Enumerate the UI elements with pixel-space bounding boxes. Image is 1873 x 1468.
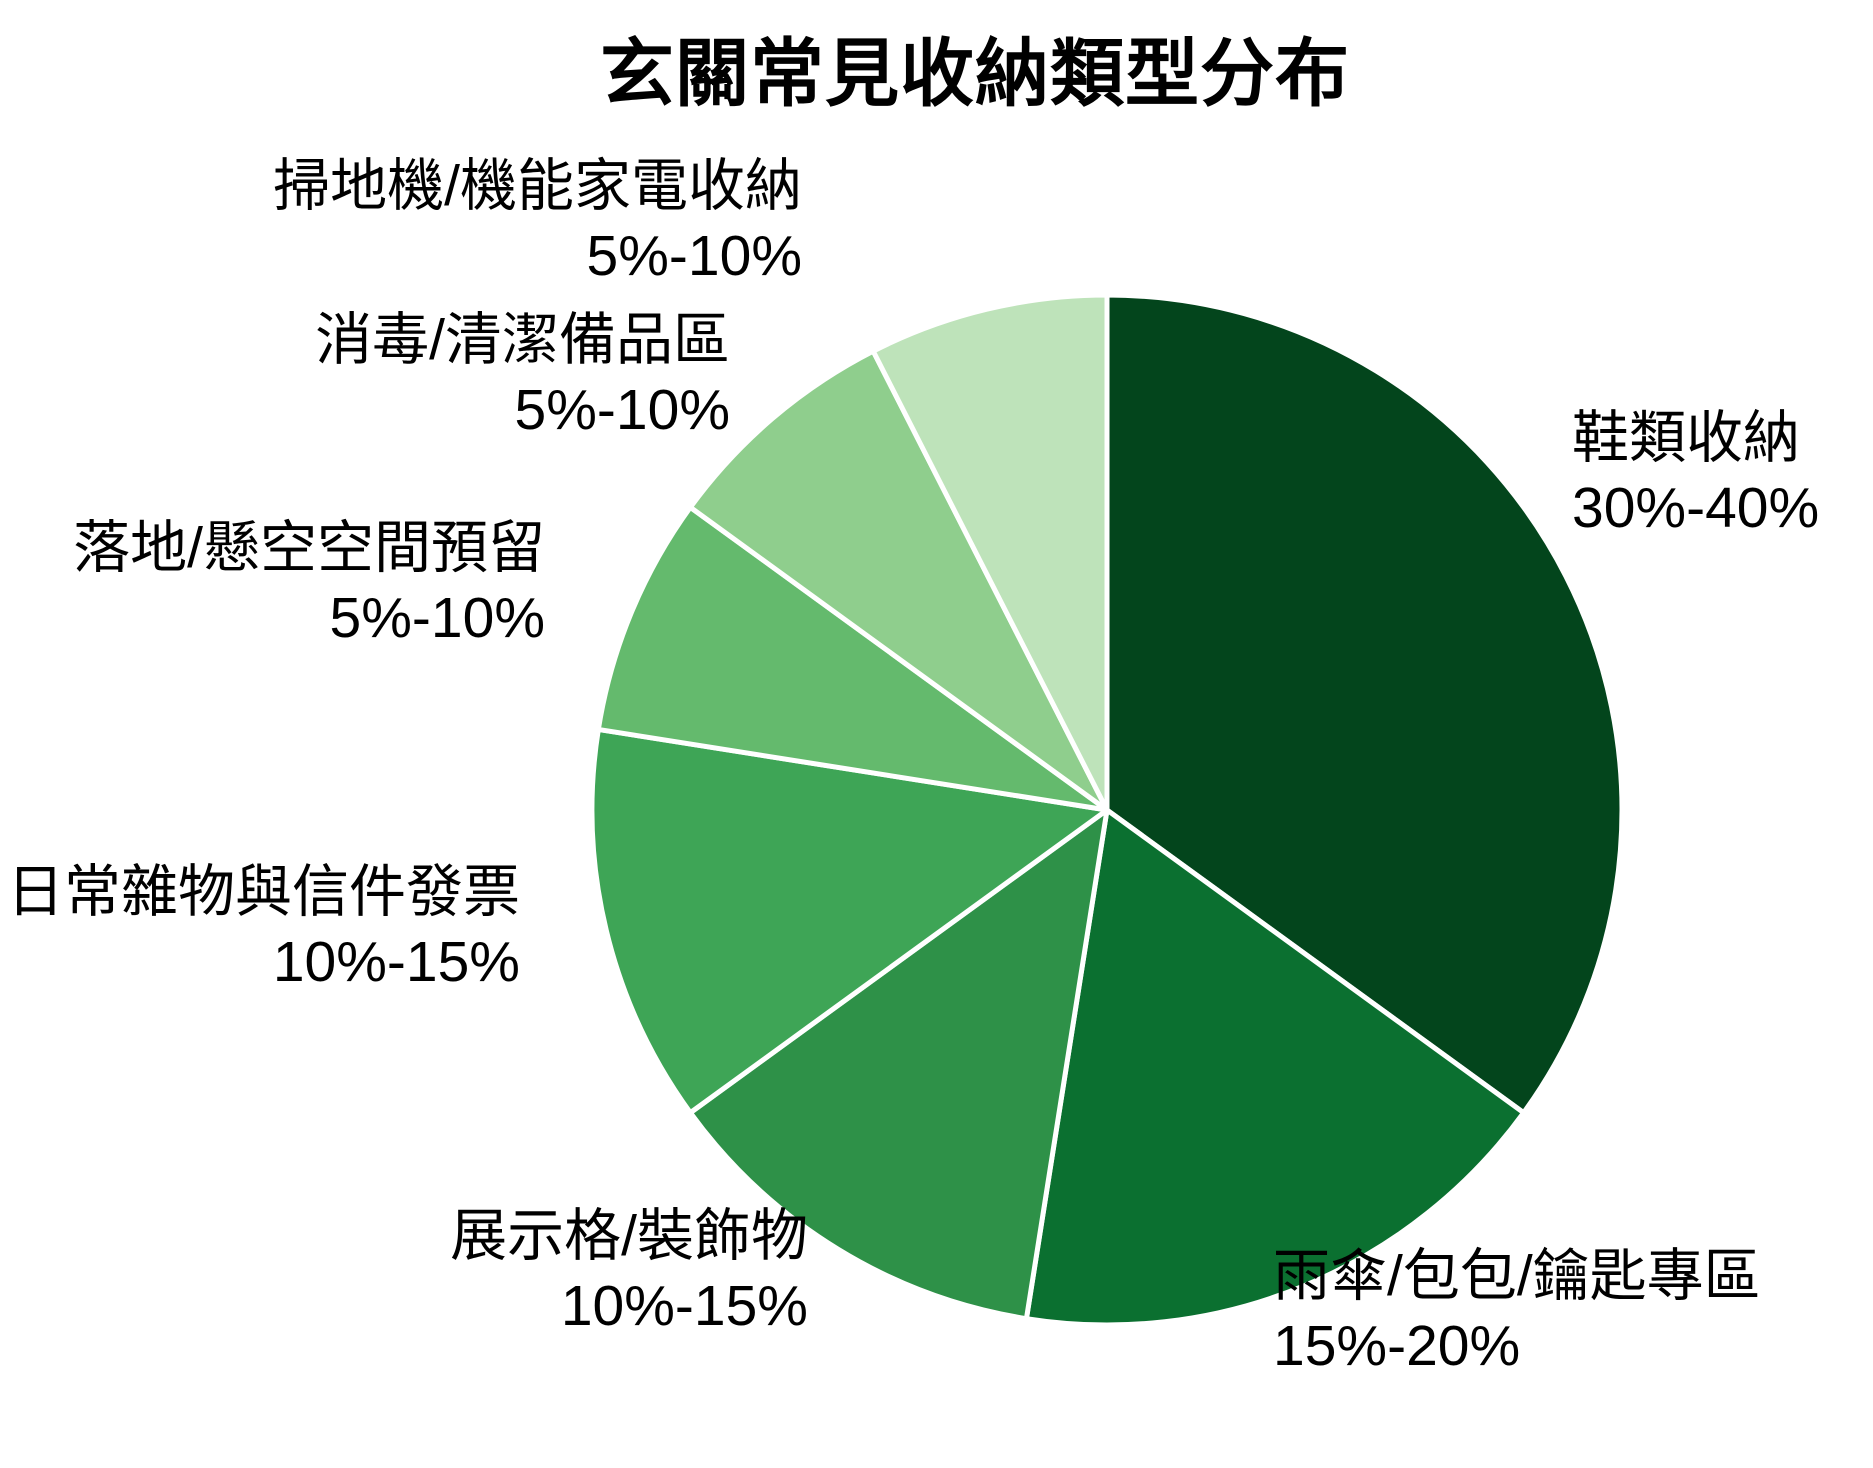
slice-label-7: 掃地機/機能家電收納 5%-10% <box>273 152 802 291</box>
slice-label-text: 展示格/裝飾物 <box>450 1204 808 1268</box>
slice-label-range: 15%-20% <box>1273 1313 1521 1378</box>
slice-label-5: 落地/懸空空間預留 5%-10% <box>73 514 545 653</box>
slice-label-text: 鞋類收納 <box>1572 406 1800 470</box>
pie-slice-2 <box>1023 807 1527 1328</box>
pie-slice-5 <box>595 504 1110 813</box>
pie-slice-1 <box>1104 292 1625 1116</box>
slice-label-text: 消毒/清潔備品區 <box>315 308 730 372</box>
slice-label-range: 5%-10% <box>329 585 545 650</box>
slice-label-range: 30%-40% <box>1572 475 1820 540</box>
slice-label-range: 10%-15% <box>272 929 520 994</box>
pie-slice-3 <box>687 807 1110 1322</box>
slice-label-3: 展示格/裝飾物 10%-15% <box>450 1202 808 1341</box>
slice-label-2: 雨傘/包包/鑰匙專區 15%-20% <box>1273 1242 1761 1381</box>
pie-slice-7 <box>870 292 1110 813</box>
pie-wedges <box>589 292 1625 1328</box>
slice-label-range: 10%-15% <box>560 1273 808 1338</box>
slice-label-range: 5%-10% <box>586 223 802 288</box>
slice-label-text: 日常雜物與信件發票 <box>7 860 520 924</box>
chart-title: 玄關常見收納類型分布 <box>600 32 1350 115</box>
slice-label-text: 掃地機/機能家電收納 <box>273 154 802 218</box>
pie-slice-6 <box>687 348 1110 813</box>
slice-label-text: 雨傘/包包/鑰匙專區 <box>1273 1244 1761 1308</box>
slice-label-1: 鞋類收納 30%-40% <box>1572 404 1819 543</box>
slice-label-range: 5%-10% <box>514 377 730 442</box>
pie-slice-4 <box>589 726 1110 1116</box>
slice-label-4: 日常雜物與信件發票 10%-15% <box>7 858 520 997</box>
slice-label-text: 落地/懸空空間預留 <box>73 516 545 580</box>
slice-label-6: 消毒/清潔備品區 5%-10% <box>315 306 730 445</box>
